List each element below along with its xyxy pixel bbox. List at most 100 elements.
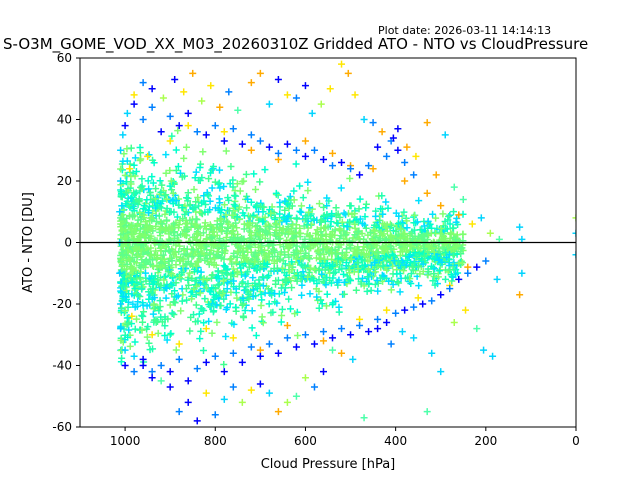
dense-point <box>306 290 314 298</box>
y-tick-label: -60 <box>52 420 72 434</box>
dense-point <box>145 209 153 217</box>
dense-point <box>286 192 294 200</box>
dense-point <box>354 228 362 236</box>
dense-point <box>228 230 236 238</box>
dense-point <box>393 270 401 278</box>
dense-point <box>322 243 330 251</box>
dense-point <box>429 210 437 218</box>
dense-point <box>301 235 309 243</box>
x-axis-label: Cloud Pressure [hPa] <box>261 457 396 472</box>
dense-point <box>396 248 404 256</box>
dense-point <box>297 247 305 255</box>
dense-point <box>207 246 215 254</box>
dense-point <box>292 221 300 229</box>
dense-point <box>434 256 442 264</box>
dense-point <box>428 244 436 252</box>
dense-point <box>340 290 348 298</box>
dense-point <box>155 212 163 220</box>
data-point <box>256 346 264 354</box>
dense-point <box>355 235 363 243</box>
dense-point <box>162 265 170 273</box>
data-point <box>225 88 233 96</box>
dense-point <box>255 276 263 284</box>
dense-point <box>125 255 133 263</box>
dense-point <box>179 215 187 223</box>
dense-point <box>257 302 265 310</box>
data-point <box>274 76 282 84</box>
dense-point <box>210 255 218 263</box>
dense-point <box>447 230 455 238</box>
dense-point <box>240 225 248 233</box>
data-point <box>119 131 127 139</box>
dense-point <box>281 251 289 259</box>
data-point <box>216 103 224 111</box>
y-axis-label: ATO - NTO [DU] <box>21 192 36 293</box>
dense-point <box>379 220 387 228</box>
data-point <box>329 149 337 157</box>
data-point <box>319 155 327 163</box>
dense-point <box>281 289 289 297</box>
dense-point <box>139 312 147 320</box>
data-point <box>184 122 192 130</box>
dense-point <box>222 147 230 155</box>
dense-point <box>306 204 314 212</box>
data-point <box>283 334 291 342</box>
data-point <box>229 334 237 342</box>
data-point <box>117 146 125 154</box>
dense-point <box>141 269 149 277</box>
dense-point <box>383 266 391 274</box>
data-point <box>121 122 129 130</box>
data-point <box>202 358 210 366</box>
data-point <box>518 269 526 277</box>
dense-point <box>133 315 141 323</box>
dense-point <box>198 210 206 218</box>
dense-point <box>132 266 140 274</box>
data-point <box>117 325 125 333</box>
dense-point <box>323 212 331 220</box>
dense-point <box>392 227 400 235</box>
dense-point <box>205 317 213 325</box>
dense-point <box>122 221 130 229</box>
dense-point <box>211 178 219 186</box>
dense-point <box>123 314 131 322</box>
dense-point <box>346 237 354 245</box>
dense-point <box>172 166 180 174</box>
dense-point <box>441 257 449 265</box>
dense-point <box>225 207 233 215</box>
dense-point <box>176 257 184 265</box>
dense-point <box>219 277 227 285</box>
dense-point <box>265 256 273 264</box>
dense-point <box>283 217 291 225</box>
dense-point <box>340 270 348 278</box>
dense-point <box>122 200 130 208</box>
dense-point <box>136 209 144 217</box>
dense-point <box>217 226 225 234</box>
dense-point <box>350 247 358 255</box>
dense-point <box>315 247 323 255</box>
dense-point <box>220 361 228 369</box>
dense-point <box>446 211 454 219</box>
data-point <box>392 309 400 317</box>
dense-point <box>272 277 280 285</box>
dense-point <box>266 206 274 214</box>
dense-point <box>139 318 147 326</box>
dense-point <box>288 284 296 292</box>
dense-point <box>192 215 200 223</box>
dense-point <box>118 226 126 234</box>
x-tick-label: 200 <box>474 434 497 448</box>
dense-point <box>233 213 241 221</box>
dense-point <box>253 201 261 209</box>
dense-point <box>438 258 446 266</box>
dense-point <box>266 223 274 231</box>
dense-point <box>221 201 229 209</box>
data-point <box>360 414 368 422</box>
dense-point <box>137 262 145 270</box>
dense-point <box>323 290 331 298</box>
dense-point <box>199 347 207 355</box>
dense-point <box>232 219 240 227</box>
dense-point <box>322 232 330 240</box>
dense-point <box>149 285 157 293</box>
dense-point <box>179 291 187 299</box>
data-point <box>450 318 458 326</box>
dense-point <box>213 221 221 229</box>
